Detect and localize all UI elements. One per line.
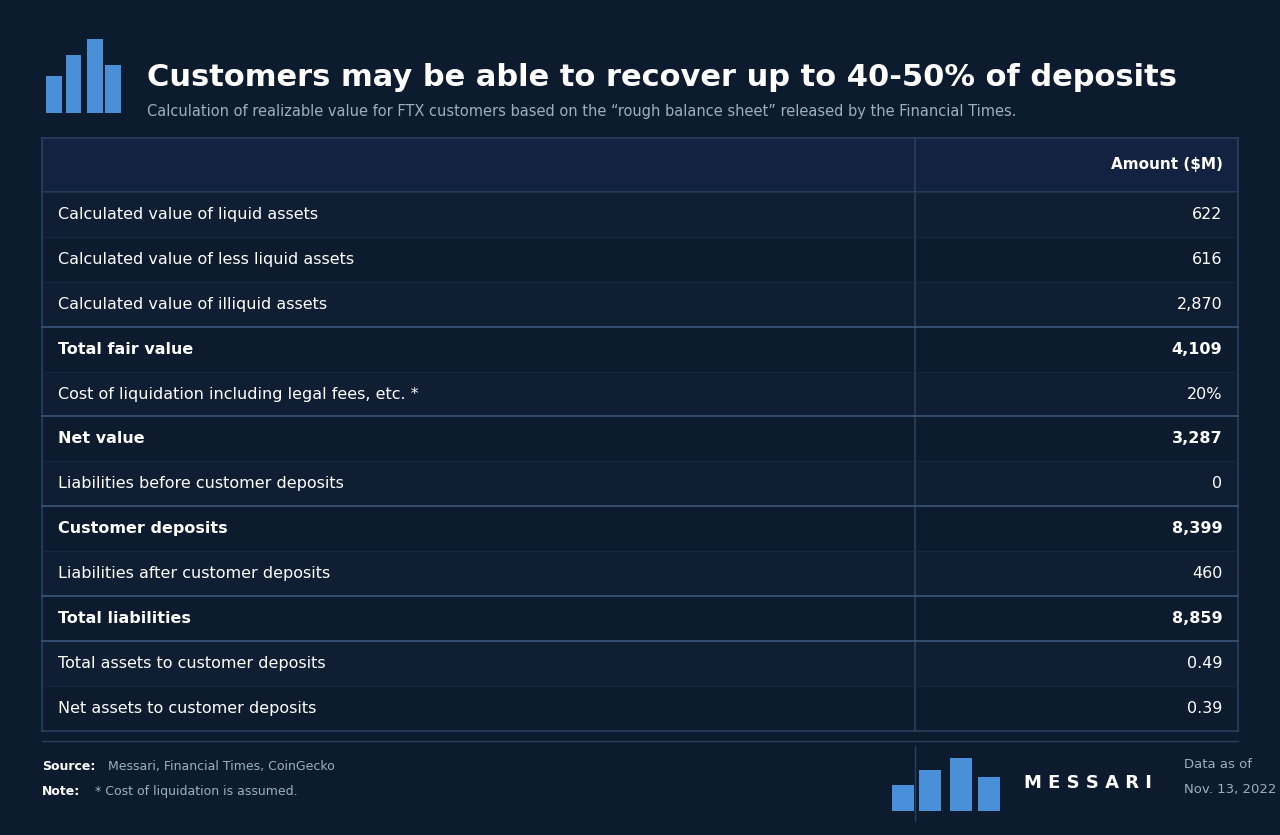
Text: 8,859: 8,859 [1171,611,1222,626]
Text: Nov. 13, 2022: Nov. 13, 2022 [1184,783,1276,797]
Text: 0.49: 0.49 [1187,655,1222,671]
Text: Calculated value of less liquid assets: Calculated value of less liquid assets [58,252,353,267]
Text: Data as of: Data as of [1184,758,1252,772]
Text: Customers may be able to recover up to 40-50% of deposits: Customers may be able to recover up to 4… [147,63,1178,92]
Bar [87,39,102,113]
Text: Cost of liquidation including legal fees, etc. *: Cost of liquidation including legal fees… [58,387,419,402]
Bar [65,55,82,113]
Text: Note:: Note: [42,785,81,798]
Text: 460: 460 [1192,566,1222,581]
Text: Net assets to customer deposits: Net assets to customer deposits [58,701,316,716]
Text: Calculation of realizable value for FTX customers based on the “rough balance sh: Calculation of realizable value for FTX … [147,104,1016,119]
Bar [978,777,1000,811]
Text: 616: 616 [1192,252,1222,267]
Text: Total liabilities: Total liabilities [58,611,191,626]
Text: 622: 622 [1192,207,1222,222]
Text: Liabilities before customer deposits: Liabilities before customer deposits [58,476,343,491]
Text: 2,870: 2,870 [1176,296,1222,311]
Text: 4,109: 4,109 [1171,342,1222,357]
Text: 3,287: 3,287 [1171,432,1222,447]
Text: Messari, Financial Times, CoinGecko: Messari, Financial Times, CoinGecko [104,760,334,773]
Bar [46,76,63,113]
Bar [105,65,122,113]
Text: Calculated value of liquid assets: Calculated value of liquid assets [58,207,317,222]
Text: Total assets to customer deposits: Total assets to customer deposits [58,655,325,671]
Text: 8,399: 8,399 [1171,521,1222,536]
Text: 0: 0 [1212,476,1222,491]
Text: 0.39: 0.39 [1187,701,1222,716]
Text: * Cost of liquidation is assumed.: * Cost of liquidation is assumed. [91,785,297,798]
Text: Amount ($M): Amount ($M) [1111,158,1222,172]
Text: Liabilities after customer deposits: Liabilities after customer deposits [58,566,330,581]
Text: M E S S A R I: M E S S A R I [1024,774,1152,792]
Bar [892,785,914,811]
Text: Source:: Source: [42,760,96,773]
Text: Total fair value: Total fair value [58,342,193,357]
Bar [950,758,973,811]
Text: Calculated value of illiquid assets: Calculated value of illiquid assets [58,296,326,311]
Text: Customer deposits: Customer deposits [58,521,228,536]
Bar [919,770,941,811]
Text: Net value: Net value [58,432,145,447]
Text: 20%: 20% [1187,387,1222,402]
